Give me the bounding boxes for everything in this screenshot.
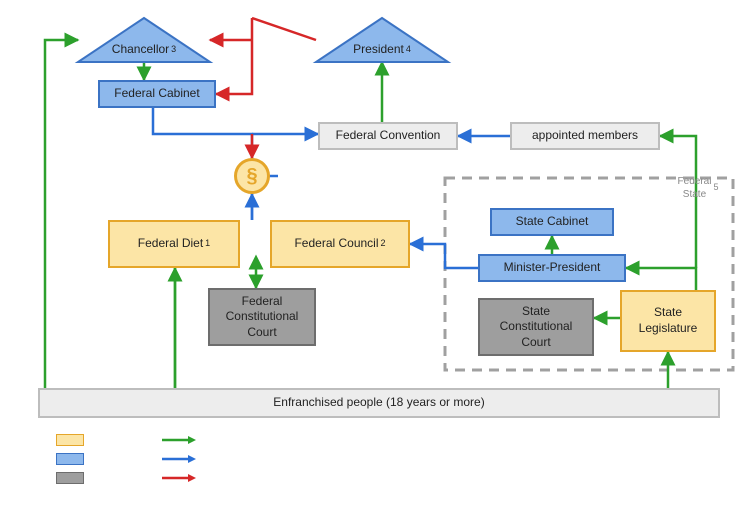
federal-state-label: Federal State5 [663, 174, 733, 202]
node-cabinet: Federal Cabinet [98, 80, 216, 108]
label-text: Federal Constitutional Court [226, 294, 299, 341]
legend-arrow-row [160, 451, 202, 467]
legend-box-row [56, 470, 90, 486]
node-people: Enfranchised people (18 years or more) [38, 388, 720, 418]
label-text: Federal Council [294, 236, 378, 252]
legend-arrow-elect [160, 433, 196, 447]
label-sup: 1 [205, 238, 210, 250]
label-text: Federal Diet [138, 236, 203, 252]
node-fcc: Federal Constitutional Court [208, 288, 316, 346]
node-diet: Federal Diet1 [108, 220, 240, 268]
node-scc: State Constitutional Court [478, 298, 594, 356]
node-council: Federal Council2 [270, 220, 410, 268]
arrow-nominate [252, 18, 316, 40]
label-text: State Cabinet [516, 214, 589, 230]
label-text: State Constitutional Court [500, 304, 573, 351]
node-law: § [234, 158, 270, 194]
node-stateCabinet: State Cabinet [490, 208, 614, 236]
label-text: Minister-President [504, 260, 601, 276]
arrow-nominate [216, 18, 252, 94]
label-text: appointed members [532, 128, 638, 144]
legend-arrow-nominate [160, 471, 196, 485]
arrow-send [410, 244, 478, 268]
label-sup: 3 [171, 44, 176, 56]
diagram-canvas: Chancellor3 President4 Federal Cabinet Fede… [0, 0, 750, 526]
legend-swatch-legislative [56, 434, 84, 446]
label-text: Federal Cabinet [114, 86, 199, 102]
label-sup: 4 [406, 44, 411, 56]
label-text: Federal State [678, 175, 712, 201]
node-label-chancellor: Chancellor3 [78, 40, 210, 60]
legend-boxes [56, 432, 90, 489]
label-text: Chancellor [112, 42, 169, 58]
legend-box-row [56, 451, 90, 467]
node-ministerPres: Minister-President [478, 254, 626, 282]
label-text: § [246, 163, 257, 189]
label-text: State Legislature [639, 305, 698, 336]
node-convention: Federal Convention [318, 122, 458, 150]
label-sup: 5 [713, 182, 718, 194]
legend-box-row [56, 432, 90, 448]
arrow-elect [660, 136, 696, 268]
legend-arrows [160, 432, 202, 489]
legend-arrow-row [160, 432, 202, 448]
legend-arrow-row [160, 470, 202, 486]
legend [56, 432, 202, 489]
label-text: Enfranchised people (18 years or more) [273, 395, 484, 411]
arrow-elect [626, 268, 696, 290]
node-label-president: President4 [316, 40, 448, 60]
legend-swatch-executive [56, 453, 84, 465]
legend-swatch-judicial [56, 472, 84, 484]
legend-arrow-send [160, 452, 196, 466]
node-stateLeg: State Legislature [620, 290, 716, 352]
node-appointed: appointed members [510, 122, 660, 150]
label-text: President [353, 42, 404, 58]
label-text: Federal Convention [336, 128, 441, 144]
label-sup: 2 [381, 238, 386, 250]
